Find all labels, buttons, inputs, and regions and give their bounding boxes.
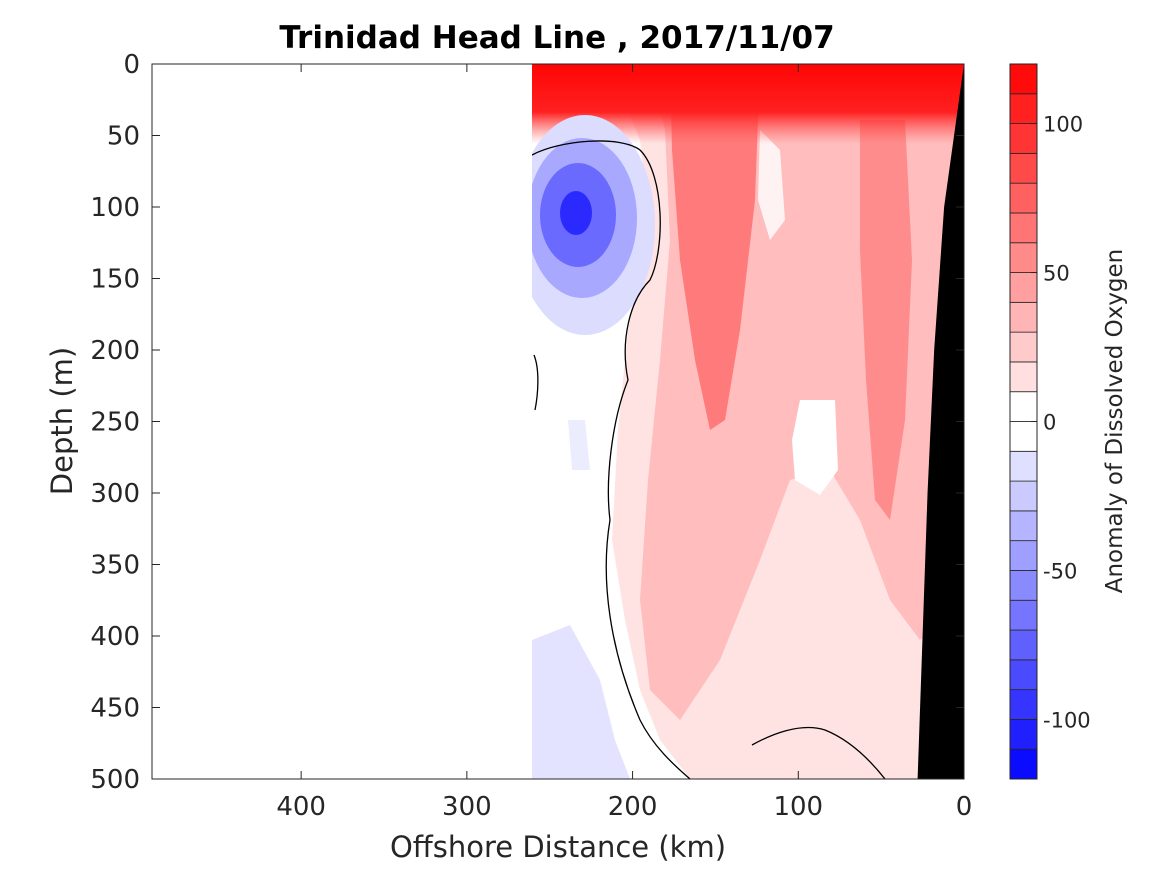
y-tick-label: 500 bbox=[90, 765, 140, 795]
y-tick-label: 0 bbox=[123, 50, 140, 80]
colorbar-tick-label: -50 bbox=[1043, 559, 1077, 583]
y-axis-ticks: 0 50 100 150 200 250 300 350 400 450 500 bbox=[90, 50, 964, 795]
colorbar: 100 50 0 -50 -100 bbox=[1009, 63, 1091, 780]
colorbar-tick-label: 50 bbox=[1043, 262, 1070, 286]
colorbar-swatch bbox=[1009, 629, 1038, 661]
colorbar-swatch bbox=[1009, 182, 1038, 214]
colorbar-swatch bbox=[1009, 450, 1038, 482]
colorbar-swatch bbox=[1009, 599, 1038, 631]
x-tick-label: 0 bbox=[956, 792, 973, 822]
contour-near-zero-core bbox=[792, 400, 838, 495]
colorbar-swatch bbox=[1009, 391, 1038, 422]
colorbar-swatch bbox=[1009, 242, 1038, 273]
y-tick-label: 100 bbox=[90, 193, 140, 223]
colorbar-swatch bbox=[1009, 719, 1038, 750]
x-tick-label: 100 bbox=[773, 792, 823, 822]
colorbar-swatch bbox=[1009, 361, 1038, 393]
x-axis-ticks: 400 300 200 100 0 bbox=[276, 64, 972, 822]
colorbar-swatch bbox=[1009, 480, 1038, 512]
y-tick-label: 450 bbox=[90, 694, 140, 724]
colorbar-label: Anomaly of Dissolved Oxygen bbox=[1102, 249, 1128, 594]
colorbar-swatch bbox=[1009, 748, 1038, 780]
colorbar-swatch bbox=[1009, 570, 1038, 601]
y-axis-label: Depth (m) bbox=[45, 347, 79, 495]
contour-negative-core bbox=[560, 191, 592, 235]
y-tick-label: 50 bbox=[107, 122, 140, 152]
contour-weak-negative-mid bbox=[568, 420, 590, 470]
colorbar-tick-label: 100 bbox=[1043, 113, 1083, 137]
y-tick-label: 150 bbox=[90, 265, 140, 295]
chart-title: Trinidad Head Line , 2017/11/07 bbox=[279, 20, 834, 56]
contour-tongue-east bbox=[860, 120, 912, 520]
zero-contour-line-deep bbox=[751, 726, 886, 779]
contour-near-zero-upper bbox=[758, 130, 785, 240]
y-tick-label: 250 bbox=[90, 408, 140, 438]
colorbar-swatch bbox=[1009, 212, 1038, 244]
y-tick-label: 200 bbox=[90, 336, 140, 366]
bathymetry-seafloor bbox=[917, 64, 964, 779]
zero-contour-line-west bbox=[533, 354, 539, 411]
x-tick-label: 300 bbox=[442, 792, 492, 822]
x-tick-label: 400 bbox=[276, 792, 326, 822]
colorbar-swatch bbox=[1009, 331, 1038, 363]
contour-field bbox=[532, 64, 964, 779]
colorbar-tick-label: 0 bbox=[1043, 411, 1056, 435]
colorbar-swatch bbox=[1009, 659, 1038, 691]
colorbar-swatch bbox=[1009, 540, 1038, 571]
colorbar-swatch bbox=[1009, 421, 1038, 452]
contour-weak-negative-deep bbox=[532, 625, 630, 779]
colorbar-swatch bbox=[1009, 301, 1038, 333]
colorbar-swatch bbox=[1009, 123, 1038, 154]
x-axis-label: Offshore Distance (km) bbox=[390, 830, 726, 864]
colorbar-swatch bbox=[1009, 93, 1038, 124]
colorbar-swatch bbox=[1009, 689, 1038, 720]
contour-tongue-west bbox=[670, 64, 760, 430]
y-tick-label: 300 bbox=[90, 479, 140, 509]
y-tick-label: 350 bbox=[90, 551, 140, 581]
zero-contour-line bbox=[532, 140, 691, 779]
colorbar-swatch bbox=[1009, 272, 1038, 303]
x-tick-label: 200 bbox=[608, 792, 658, 822]
colorbar-swatch bbox=[1009, 152, 1038, 184]
y-tick-label: 400 bbox=[90, 622, 140, 652]
colorbar-swatch bbox=[1009, 63, 1038, 95]
colorbar-tick-label: -100 bbox=[1043, 708, 1091, 732]
colorbar-swatch bbox=[1009, 510, 1038, 542]
